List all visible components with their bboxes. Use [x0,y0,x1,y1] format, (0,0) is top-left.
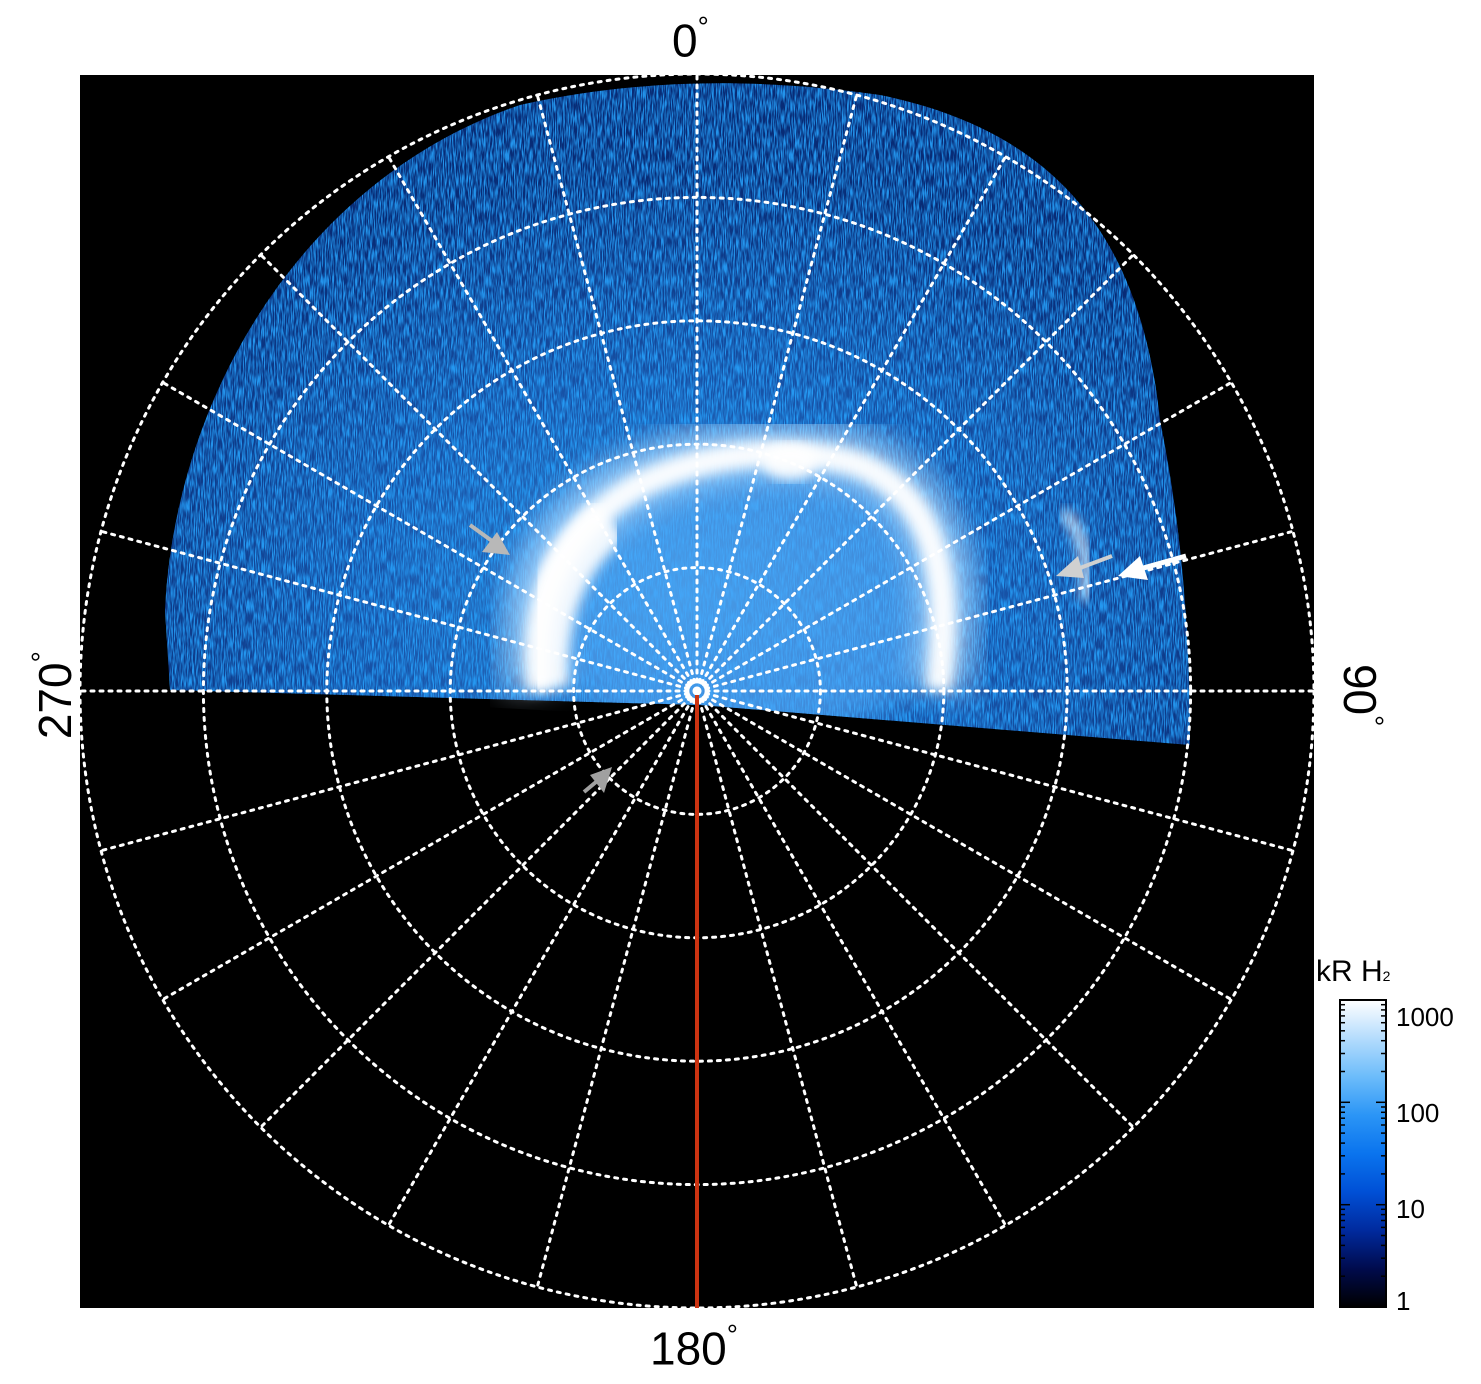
grid-meridian [259,689,699,1129]
colorbar-tick-100: 100 [1396,1098,1440,1128]
grid-meridian [695,689,1295,853]
grid-meridian [387,155,699,693]
arrow-gray-right [1056,554,1113,578]
azimuth-label-right: 90° [1333,663,1390,727]
grid-meridian [387,689,699,1227]
limb-boundary [165,690,1190,770]
arrow-gray-left [468,523,510,555]
colorbar-tick-10: 10 [1396,1194,1425,1224]
polar-grid [78,72,1316,1310]
azimuth-label-top: 0° [672,11,709,67]
azimuth-label-left: 270° [25,651,82,740]
colorbar [1339,999,1387,1308]
grid-meridian [259,253,699,693]
arrow-gray-bottom [582,767,612,794]
azimuth-label-bottom: 180° [650,1319,738,1375]
grid-meridian [535,93,699,693]
grid-meridian [695,689,1007,1227]
grid-meridian [99,689,699,853]
colorbar-scale [1339,999,1387,1308]
main-auroral-oval [501,418,1092,695]
grid-meridian [99,529,699,693]
grid-meridian [161,381,699,693]
colorbar-tick-1000: 1000 [1396,1002,1454,1032]
grid-meridian [695,689,859,1289]
grid-meridian [161,689,699,1001]
grid-ring [78,72,1316,1310]
grid-meridian [695,381,1233,693]
grid-meridian [695,689,1233,1001]
grid-meridian [695,155,1007,693]
colorbar-tick-1: 1 [1396,1286,1411,1316]
grid-meridian [695,689,1135,1129]
grid-ring [572,566,822,816]
grid-meridian [695,253,1135,693]
grid-meridian [535,689,699,1289]
annotation-arrows [468,523,1187,794]
colorbar-title: kR H2 [1316,955,1391,988]
grid-meridian [695,93,859,693]
arrow-white-right [1118,553,1187,580]
grid-meridian [695,529,1295,693]
